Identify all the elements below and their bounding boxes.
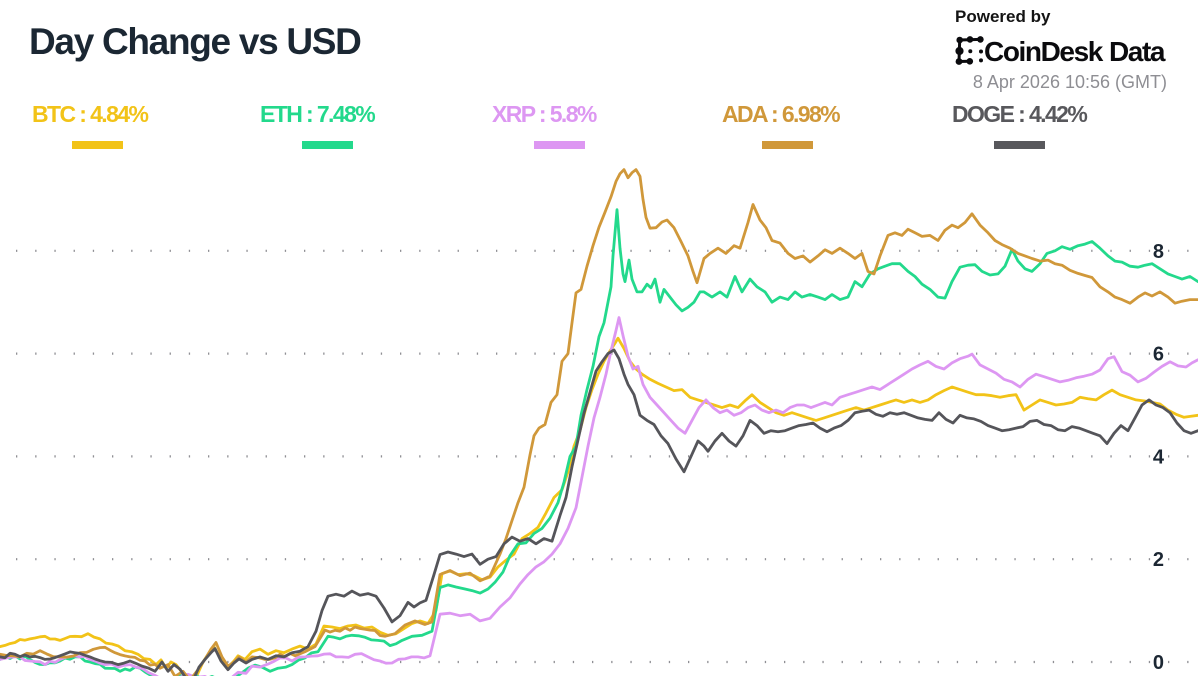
- svg-text:8: 8: [1153, 241, 1164, 263]
- svg-text:2: 2: [1153, 549, 1164, 571]
- svg-text:4: 4: [1153, 446, 1165, 468]
- svg-text:6: 6: [1153, 344, 1164, 366]
- svg-text:0: 0: [1153, 652, 1164, 674]
